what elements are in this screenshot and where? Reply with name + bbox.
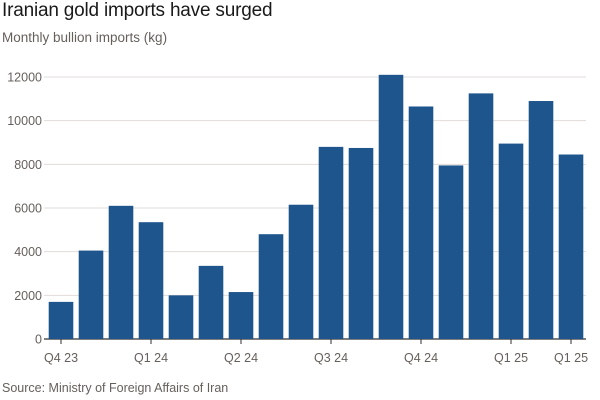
y-tick-label: 4000 xyxy=(14,245,42,259)
bar xyxy=(258,234,284,339)
bar xyxy=(138,222,164,339)
x-tick-label: Q1 25 xyxy=(554,351,588,365)
y-tick-label: 12000 xyxy=(7,71,42,85)
x-tick-label: Q1 24 xyxy=(134,351,168,365)
y-tick-label: 6000 xyxy=(14,202,42,216)
bar xyxy=(48,301,74,339)
bar xyxy=(468,93,494,340)
y-tick-label: 8000 xyxy=(14,158,42,172)
chart-subtitle: Monthly bullion imports (kg) xyxy=(2,30,168,45)
bar xyxy=(558,154,584,339)
bar xyxy=(378,74,404,339)
y-tick-label: 0 xyxy=(35,333,42,347)
bar xyxy=(288,204,314,339)
bar xyxy=(348,147,374,339)
chart-source: Source: Ministry of Foreign Affairs of I… xyxy=(2,381,229,395)
y-tick-label: 2000 xyxy=(14,289,42,303)
bar xyxy=(78,250,104,339)
x-tick-label: Q4 23 xyxy=(44,351,78,365)
bar xyxy=(498,143,524,339)
x-tick-label: Q3 24 xyxy=(314,351,348,365)
gridlines xyxy=(44,76,586,340)
bar xyxy=(438,165,464,339)
bar xyxy=(198,265,224,339)
bar xyxy=(318,146,344,339)
bar-series xyxy=(48,74,584,340)
bar xyxy=(528,101,554,340)
x-tick-label: Q4 24 xyxy=(404,351,438,365)
bar xyxy=(168,295,194,339)
x-tick-label: Q2 24 xyxy=(224,351,258,365)
bar xyxy=(228,292,254,339)
y-axis: 0 2000 4000 6000 8000 10000 12000 xyxy=(7,71,42,347)
y-tick-label: 10000 xyxy=(7,114,42,128)
chart-title: Iranian gold imports have surged xyxy=(2,0,273,21)
bar xyxy=(408,106,434,339)
x-axis: Q4 23 Q1 24 Q2 24 Q3 24 Q4 24 Q1 25 Q1 25 xyxy=(44,339,588,365)
bar xyxy=(108,205,134,339)
x-tick-label: Q1 25 xyxy=(494,351,528,365)
